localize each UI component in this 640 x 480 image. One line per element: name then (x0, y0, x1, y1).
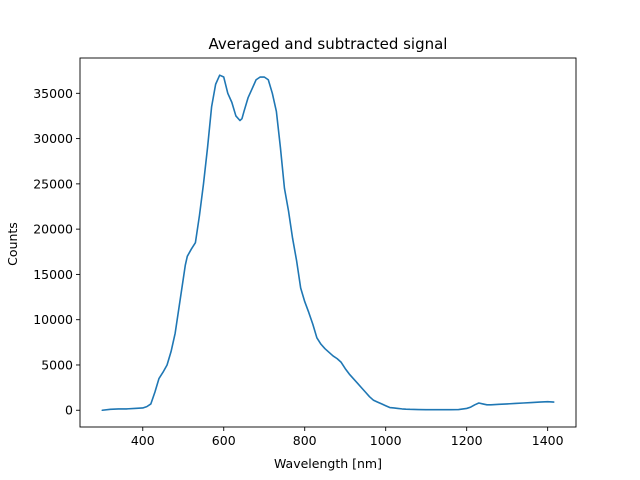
y-tick-label: 5000 (41, 357, 73, 372)
y-tick-label: 25000 (33, 176, 73, 191)
x-tick-label: 1000 (370, 433, 402, 448)
y-axis-label: Counts (5, 222, 20, 266)
y-tick-label: 0 (65, 403, 73, 418)
y-tick-label: 20000 (33, 222, 73, 237)
x-tick-label: 400 (131, 433, 155, 448)
y-tick-label: 30000 (33, 131, 73, 146)
x-tick-label: 600 (212, 433, 236, 448)
y-tick-label: 15000 (33, 267, 73, 282)
axis-ticks: 400 600 800 1000 1200 1400 0 5000 10000 15000 2000… (33, 86, 563, 448)
plot-area (79, 57, 577, 428)
x-tick-label: 800 (293, 433, 317, 448)
series-line-0 (101, 74, 555, 412)
y-tick-label: 35000 (33, 86, 73, 101)
x-axis-label: Wavelength [nm] (274, 456, 382, 471)
y-tick-label: 10000 (33, 312, 73, 327)
chart-title: Averaged and subtracted signal (209, 35, 448, 53)
x-tick-label: 1400 (532, 433, 564, 448)
axes-frame (79, 57, 577, 428)
x-tick-label: 1200 (451, 433, 483, 448)
